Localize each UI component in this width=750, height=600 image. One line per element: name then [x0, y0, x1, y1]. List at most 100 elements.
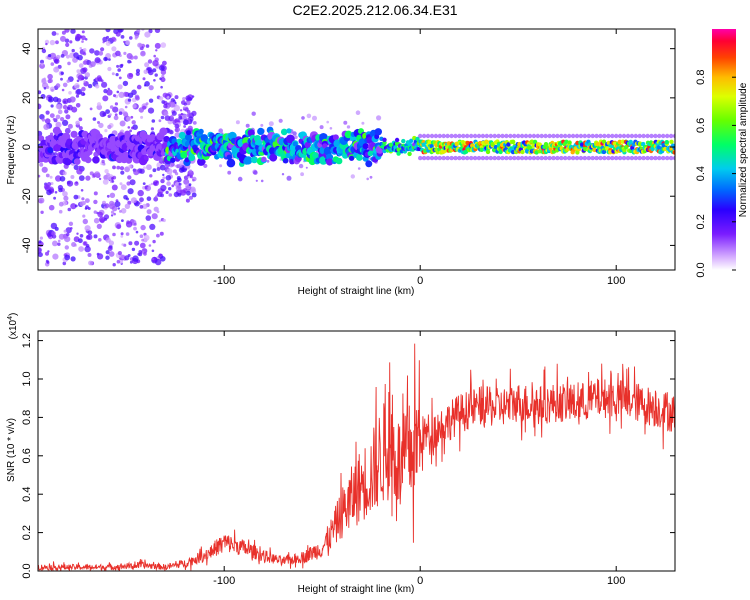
- x-tick-label: 100: [607, 575, 625, 587]
- noise-point: [52, 96, 59, 103]
- noise-point: [96, 223, 102, 229]
- noise-point: [102, 200, 106, 205]
- noise-point: [100, 47, 105, 52]
- noise-point: [43, 184, 49, 190]
- y-tick-label: 0.8: [21, 410, 33, 425]
- band-point: [143, 155, 149, 161]
- noise-point: [139, 234, 144, 238]
- noise-point: [266, 159, 270, 163]
- noise-point: [183, 178, 190, 185]
- noise-point: [135, 71, 140, 76]
- noise-point: [122, 111, 128, 117]
- noise-point: [128, 164, 132, 169]
- snr-ylabel: SNR (10 * v/v): [6, 418, 17, 482]
- band-halo: [480, 133, 486, 139]
- noise-point: [152, 239, 156, 244]
- noise-point: [152, 168, 157, 173]
- noise-point: [107, 246, 113, 251]
- noise-point: [350, 174, 355, 179]
- noise-point: [160, 178, 165, 184]
- noise-point: [134, 240, 140, 246]
- noise-point: [124, 105, 128, 109]
- noise-point: [192, 121, 197, 125]
- noise-point: [160, 85, 163, 89]
- noise-point: [305, 166, 308, 169]
- band-point: [528, 145, 533, 151]
- noise-point: [75, 181, 78, 184]
- snr-series-line: [38, 343, 675, 571]
- noise-point: [139, 168, 145, 174]
- noise-point: [81, 35, 86, 41]
- noise-point: [158, 96, 164, 101]
- noise-point: [151, 213, 158, 220]
- noise-point: [168, 193, 173, 197]
- noise-point: [152, 60, 159, 67]
- noise-point: [71, 106, 78, 113]
- band-halo: [621, 133, 627, 139]
- noise-point: [93, 191, 98, 196]
- noise-point: [48, 78, 53, 84]
- noise-point: [361, 121, 365, 125]
- noise-point: [235, 120, 240, 125]
- noise-point: [155, 49, 158, 52]
- band-halo: [500, 133, 505, 139]
- noise-point: [81, 86, 86, 92]
- noise-point: [188, 169, 193, 173]
- band-point: [628, 139, 633, 145]
- noise-point: [140, 50, 146, 56]
- band-halo: [535, 155, 540, 161]
- noise-point: [169, 130, 174, 135]
- x-tick-label: -100: [213, 275, 235, 287]
- band-halo: [661, 133, 666, 139]
- noise-point: [87, 253, 92, 257]
- band-point: [280, 128, 288, 136]
- noise-point: [123, 40, 126, 44]
- noise-point: [149, 223, 156, 230]
- noise-point: [190, 186, 196, 193]
- band-halo: [508, 133, 513, 139]
- band-halo: [610, 155, 615, 161]
- noise-point: [219, 164, 223, 168]
- noise-point: [319, 125, 324, 130]
- noise-point: [53, 66, 60, 73]
- noise-point: [60, 35, 66, 42]
- noise-point: [88, 260, 93, 266]
- noise-point: [44, 39, 50, 45]
- band-point: [286, 128, 292, 134]
- noise-point: [346, 125, 351, 129]
- noise-point: [357, 167, 361, 170]
- band-halo: [523, 155, 529, 161]
- noise-point: [131, 120, 136, 125]
- noise-point: [95, 84, 100, 89]
- noise-point: [55, 114, 61, 120]
- noise-point: [79, 234, 84, 238]
- band-halo: [488, 133, 493, 139]
- band-halo: [535, 133, 540, 139]
- noise-point: [172, 169, 177, 174]
- noise-point: [329, 127, 333, 130]
- noise-point: [38, 130, 43, 137]
- band-halo: [590, 155, 595, 161]
- noise-point: [50, 222, 58, 230]
- band-point: [226, 154, 233, 161]
- noise-point: [50, 104, 54, 108]
- noise-point: [78, 117, 83, 122]
- noise-point: [61, 88, 65, 92]
- noise-point: [101, 159, 105, 164]
- band-halo: [496, 133, 501, 139]
- noise-point: [73, 164, 79, 170]
- noise-point: [62, 98, 69, 105]
- band-point: [498, 149, 503, 155]
- x-tick-label: 0: [417, 275, 423, 287]
- noise-point: [65, 42, 70, 48]
- noise-point: [255, 179, 258, 182]
- noise-point: [63, 195, 69, 201]
- band-halo: [461, 155, 466, 161]
- noise-point: [300, 172, 304, 177]
- noise-point: [182, 106, 186, 110]
- noise-point: [192, 178, 195, 182]
- y-tick-label: 0: [21, 144, 33, 150]
- noise-point: [111, 177, 114, 180]
- noise-point: [64, 127, 71, 134]
- band-halo: [559, 133, 564, 139]
